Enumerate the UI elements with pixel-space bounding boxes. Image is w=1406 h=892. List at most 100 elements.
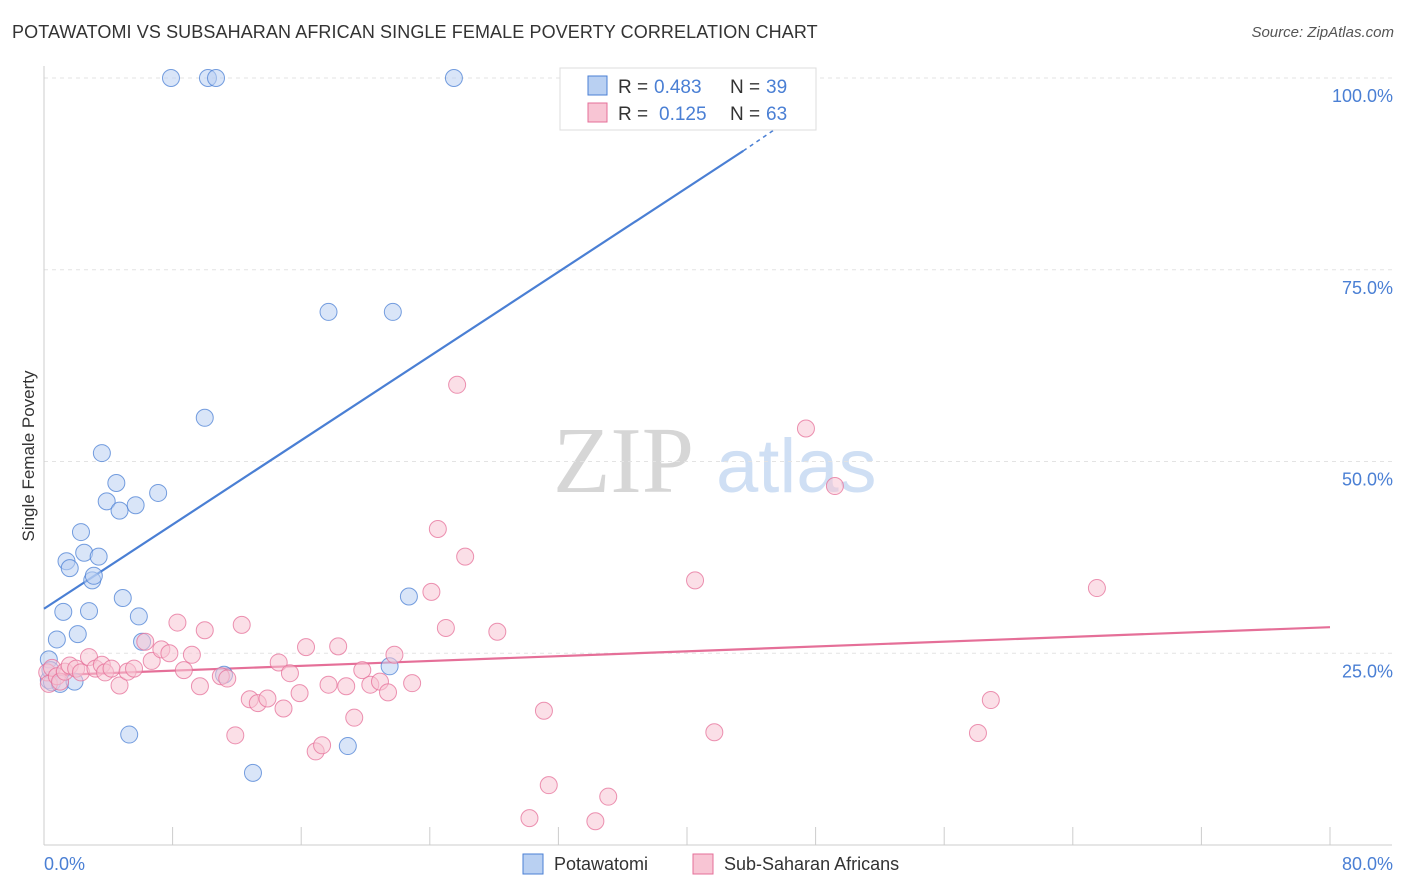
point-potawatomi [120,725,139,744]
y-axis-label: Single Female Poverty [19,370,38,542]
trendline-subsaharan [43,626,1331,677]
point-subsaharan [168,613,187,632]
point-potawatomi [161,69,180,87]
y-tick-label: 75.0% [1342,278,1393,298]
legend-n-label-1: N = [730,77,760,98]
point-potawatomi [383,302,402,321]
point-potawatomi [195,408,214,427]
legend-r-label-2: R = [618,104,648,125]
point-subsaharan [182,645,201,664]
point-subsaharan [456,547,475,566]
point-subsaharan [337,677,356,696]
point-subsaharan [403,674,422,693]
bottom-legend-subsaharan: Sub-Saharan Africans [724,854,899,874]
point-subsaharan [968,724,987,743]
y-tick-label: 100.0% [1332,86,1393,106]
point-potawatomi [107,473,126,492]
legend-n-label-2: N = [730,104,760,125]
point-subsaharan [125,659,144,678]
point-subsaharan [232,615,251,634]
point-subsaharan [174,661,193,680]
trendline-potawatomi [43,149,744,610]
point-potawatomi [84,566,103,585]
point-potawatomi [89,547,108,566]
point-potawatomi [129,607,148,626]
point-subsaharan [190,677,209,696]
point-subsaharan [448,375,467,394]
point-subsaharan [274,699,293,718]
chart-title: POTAWATOMI VS SUBSAHARAN AFRICAN SINGLE … [12,22,818,42]
point-subsaharan [195,621,214,640]
legend-n-value-2: 63 [766,104,787,125]
y-tick-label: 50.0% [1342,470,1393,490]
point-subsaharan [686,571,705,590]
point-potawatomi [207,69,226,87]
point-subsaharan [319,675,338,694]
point-potawatomi [399,587,418,606]
bottom-swatch-subsaharan [692,853,714,875]
point-subsaharan [1087,579,1106,598]
point-potawatomi [149,483,168,502]
point-potawatomi [80,602,99,621]
point-subsaharan [226,726,245,745]
grid-lines [44,77,1392,654]
bottom-legend-potawatomi: Potawatomi [554,854,648,874]
point-subsaharan [258,689,277,708]
x-tick-label: 80.0% [1342,854,1393,874]
point-subsaharan [599,787,618,806]
x-tick-label: 0.0% [44,854,85,874]
point-subsaharan [436,618,455,637]
point-subsaharan [142,651,161,670]
point-subsaharan [534,701,553,720]
point-subsaharan [379,683,398,702]
point-potawatomi [47,630,66,649]
point-potawatomi [338,737,357,756]
legend-r-label-1: R = [618,77,648,98]
axes: 25.0% 50.0% 75.0% 100.0% 0.0% 80.0% [43,66,1393,874]
point-potawatomi [71,523,90,542]
point-potawatomi [444,69,463,87]
stats-legend: R = 0.483 N = 39 R = 0.125 N = 63 [559,67,817,131]
point-subsaharan [290,684,309,703]
legend-swatch-potawatomi [587,75,608,96]
point-subsaharan [539,776,558,795]
legend-r-value-1: 0.483 [654,77,702,98]
point-subsaharan [329,637,348,656]
point-potawatomi [243,763,262,782]
point-subsaharan [136,632,155,651]
point-subsaharan [218,669,237,688]
legend-r-value-2: 0.125 [659,104,707,125]
point-subsaharan [102,659,121,678]
point-potawatomi [319,302,338,321]
legend-n-value-1: 39 [766,77,787,98]
point-subsaharan [488,622,507,641]
series-legend: Potawatomi Sub-Saharan Africans [522,853,899,875]
point-subsaharan [385,645,404,664]
point-subsaharan [313,736,332,755]
point-potawatomi [97,492,116,511]
watermark-atlas: atlas [716,424,877,509]
point-subsaharan [428,519,447,538]
point-subsaharan [110,676,129,695]
point-subsaharan [353,661,372,680]
point-subsaharan [160,644,179,663]
data-points [38,69,1106,831]
point-potawatomi [126,496,145,515]
trend-lines [43,111,1331,677]
point-subsaharan [981,691,1000,710]
point-subsaharan [422,582,441,601]
point-potawatomi [68,625,87,644]
point-subsaharan [520,809,539,828]
point-subsaharan [796,419,815,438]
point-potawatomi [113,589,132,608]
point-subsaharan [825,477,844,496]
point-potawatomi [60,559,79,578]
point-subsaharan [297,638,316,657]
point-potawatomi [92,444,111,463]
point-subsaharan [280,664,299,683]
chart-source: Source: ZipAtlas.com [1251,24,1394,41]
y-tick-label: 25.0% [1342,661,1393,681]
point-subsaharan [586,812,605,831]
bottom-swatch-potawatomi [522,853,544,875]
